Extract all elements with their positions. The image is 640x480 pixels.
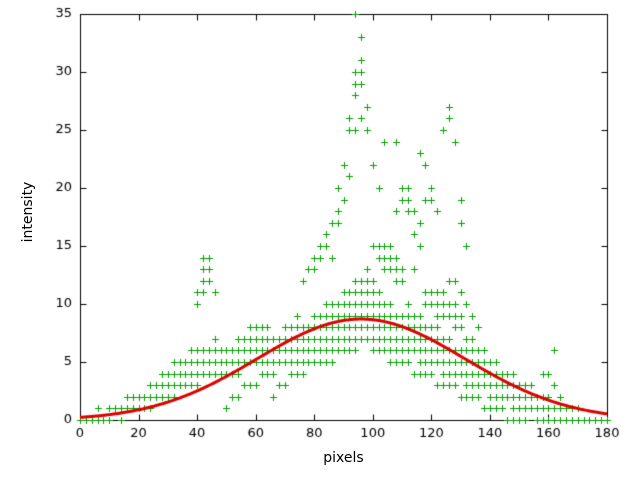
x-axis-label: pixels bbox=[323, 450, 364, 466]
y-axis-label: intensity bbox=[20, 181, 36, 243]
